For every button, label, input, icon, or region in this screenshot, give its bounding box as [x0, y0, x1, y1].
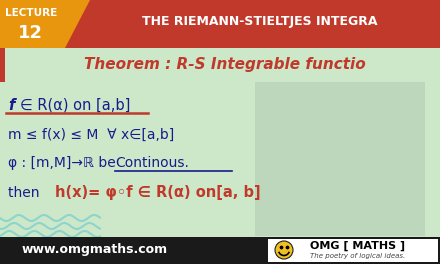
Bar [0, 0, 90, 48]
Polygon shape [65, 0, 90, 48]
Text: m ≤ f(x) ≤ M  ∀ x∈[a,b]: m ≤ f(x) ≤ M ∀ x∈[a,b] [8, 128, 174, 142]
Text: The poetry of logical ideas.: The poetry of logical ideas. [310, 253, 406, 259]
Circle shape [275, 241, 293, 259]
Bar [268, 239, 438, 262]
Bar [0, 0, 440, 48]
Text: ∈ R(α) on [a,b]: ∈ R(α) on [a,b] [20, 97, 130, 112]
Text: f: f [8, 97, 15, 112]
Bar [0, 48, 5, 82]
Text: φ : [m,M]→ℝ be: φ : [m,M]→ℝ be [8, 156, 120, 170]
Text: THE RIEMANN-STIELTJES INTEGRA: THE RIEMANN-STIELTJES INTEGRA [142, 16, 378, 29]
Text: 12: 12 [18, 24, 43, 42]
Text: OMG [ MATHS ]: OMG [ MATHS ] [311, 241, 406, 251]
Text: then: then [8, 186, 44, 200]
Bar [0, 237, 440, 264]
Text: www.omgmaths.com: www.omgmaths.com [22, 243, 168, 257]
Text: LECTURE: LECTURE [5, 8, 57, 18]
Text: h(x)= φ◦f ∈ R(α) on[a, b]: h(x)= φ◦f ∈ R(α) on[a, b] [55, 186, 260, 200]
Text: Continous.: Continous. [115, 156, 189, 170]
Text: Theorem : R-S Integrable functio: Theorem : R-S Integrable functio [84, 58, 366, 73]
Bar [255, 82, 425, 236]
Bar [0, 48, 440, 82]
